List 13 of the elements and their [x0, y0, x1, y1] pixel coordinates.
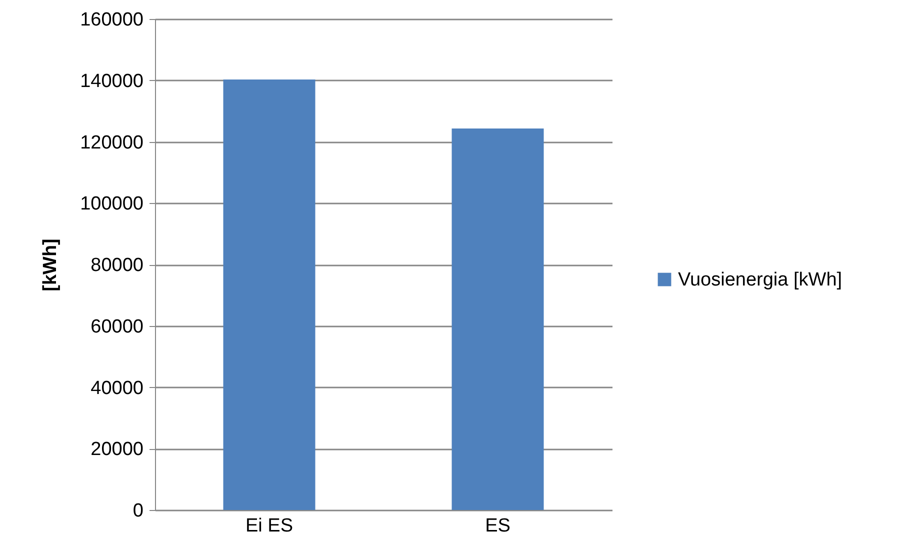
- y-tick-label: 100000: [80, 194, 144, 215]
- y-tick-label: 80000: [90, 255, 144, 276]
- x-tick-label: Ei ES: [245, 516, 294, 536]
- y-tick-label: 0: [132, 500, 144, 522]
- y-tick-label: 40000: [90, 378, 144, 399]
- y-tick-label: 20000: [90, 439, 144, 460]
- legend-label: Vuosienergia [kWh]: [678, 270, 842, 290]
- y-tick-label: 60000: [90, 316, 144, 338]
- y-tick-label: 160000: [80, 10, 144, 30]
- x-tick-label: ES: [485, 516, 510, 536]
- y-tick-label: 140000: [80, 70, 144, 92]
- y-tick-label: 120000: [80, 132, 144, 154]
- y-axis-title: [kWh]: [40, 238, 62, 292]
